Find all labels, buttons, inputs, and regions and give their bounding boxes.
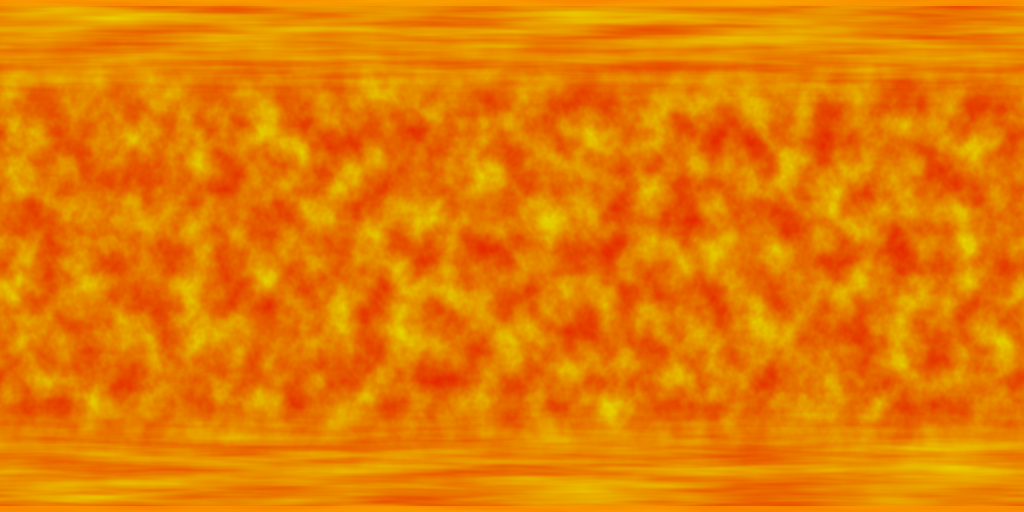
top-edge-band xyxy=(0,0,1024,6)
bottom-edge-band xyxy=(0,506,1024,512)
top-band-layer xyxy=(0,0,1024,110)
bottom-band-layer xyxy=(0,402,1024,512)
